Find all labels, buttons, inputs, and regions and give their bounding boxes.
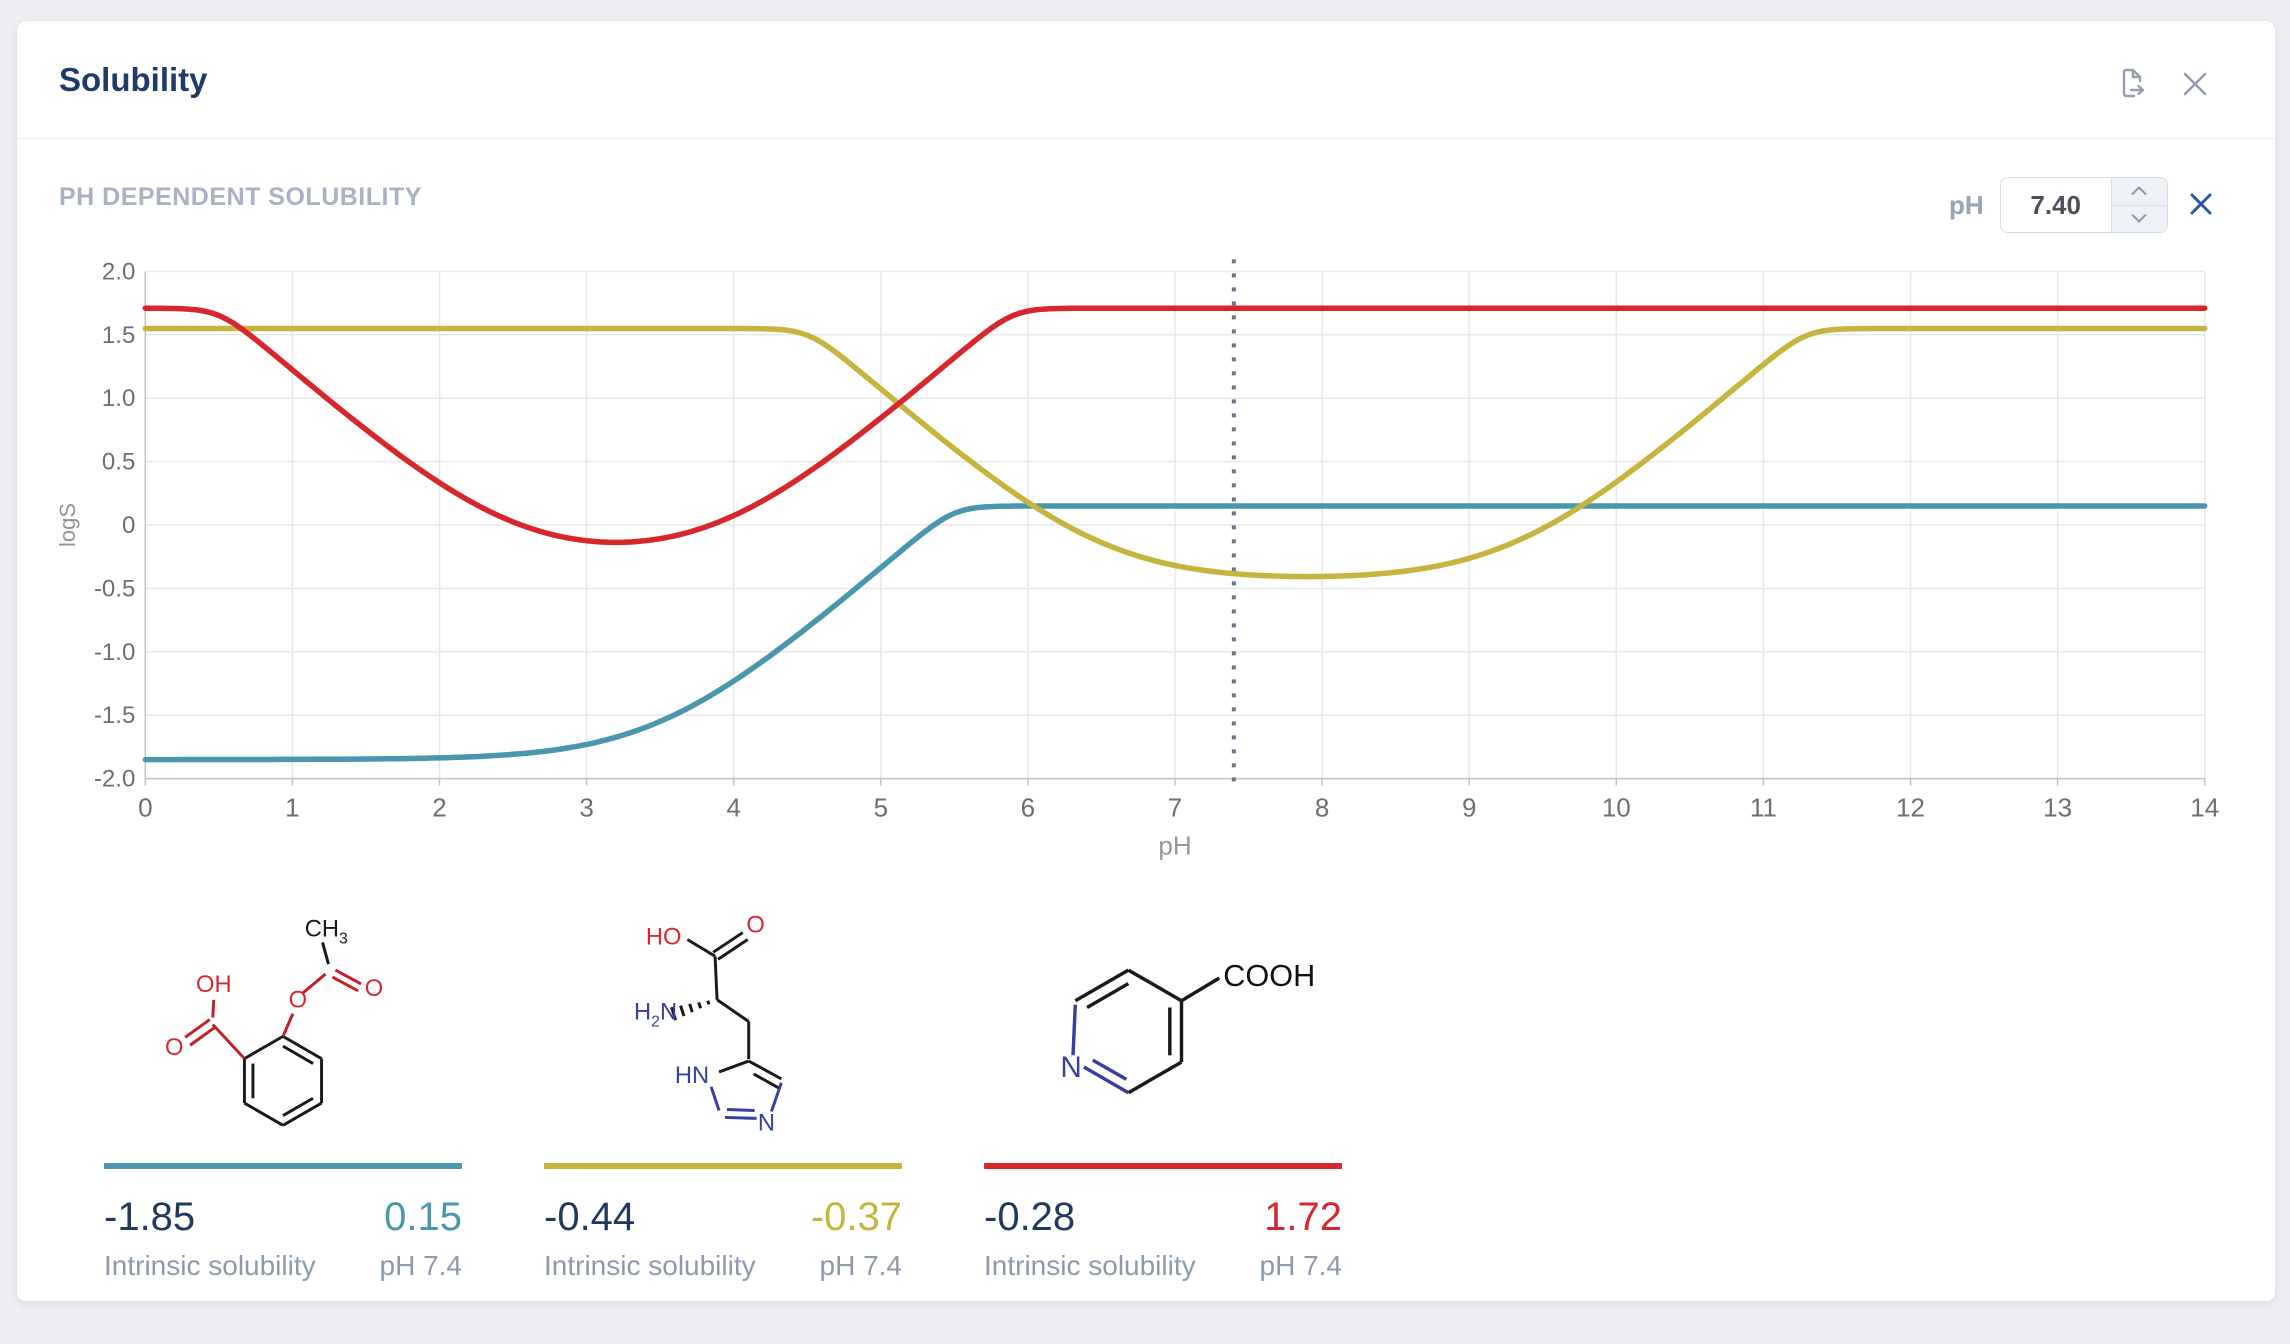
x-tick-label: 9 xyxy=(1462,793,1476,823)
chevron-down-icon xyxy=(2130,211,2148,226)
x-tick-label: 2 xyxy=(432,793,446,823)
page-title: Solubility xyxy=(59,61,208,98)
compound-color-bar xyxy=(544,1163,902,1169)
structure-isonicotinic-acid: N COOH xyxy=(984,893,1342,1155)
compound-card: N COOH -0.28 1.72 Intrinsic solubility p… xyxy=(984,893,1342,1282)
x-tick-label: 7 xyxy=(1168,793,1182,823)
ph-input-group xyxy=(1999,177,2168,233)
y-tick-label: -1.0 xyxy=(94,639,135,666)
ph-clear-button[interactable] xyxy=(2184,188,2218,222)
x-tick-label: 12 xyxy=(1896,793,1925,823)
x-tick-label: 14 xyxy=(2190,793,2219,823)
atom-label-n: N xyxy=(758,1110,775,1136)
ph-solubility-chart: 2.0 1.5 1.0 0.5 0 -0.5 -1.0 -1.5 -2.0 0 1 2 3 4 5 6 7 8 9 1… xyxy=(41,251,2241,881)
chevron-up-icon xyxy=(2130,184,2148,199)
x-tick-label: 13 xyxy=(2043,793,2072,823)
x-tick-label: 11 xyxy=(1750,793,1777,823)
chart-canvas: 2.01.51.00.50-0.5-1.0-1.5-2.00 1 2 3 4 5 6 7 8 9 1… xyxy=(55,258,2219,861)
y-tick-label: 2.0 xyxy=(102,258,135,285)
y-tick-label: -1.5 xyxy=(94,702,135,729)
export-button[interactable] xyxy=(2115,67,2151,103)
header-actions xyxy=(2115,67,2213,103)
y-tick-label: 0 xyxy=(122,512,135,539)
atom-label-o: O xyxy=(165,1035,183,1061)
atom-label-oh: OH xyxy=(196,972,232,998)
x-tick-label: 6 xyxy=(1021,793,1035,823)
panel-header: Solubility xyxy=(17,21,2275,139)
y-tick-label: -2.0 xyxy=(94,766,135,793)
ph74-label: pH 7.4 xyxy=(1259,1250,1343,1281)
compound-card: O OH O O CH3 -1.85 0.15 Intrinsic solubi… xyxy=(104,893,462,1282)
compound-card: HO O H2N HN N -0.44 -0.37 Intrinsic solu… xyxy=(544,893,902,1282)
ph74-solubility-value: -0.37 xyxy=(810,1195,902,1239)
x-axis-title: pH xyxy=(1158,831,1191,861)
ph-control: pH xyxy=(1949,177,2218,233)
intrinsic-solubility-label: Intrinsic solubility xyxy=(544,1250,756,1281)
ph-input-label: pH xyxy=(1949,189,1984,220)
atom-label-o: O xyxy=(746,913,764,939)
compound-color-bar xyxy=(104,1163,462,1169)
atom-label-cooh: COOH xyxy=(1223,959,1313,993)
close-icon xyxy=(2179,68,2211,103)
structure-histidine: HO O H2N HN N xyxy=(544,893,902,1155)
intrinsic-solubility-value: -0.28 xyxy=(984,1195,1076,1239)
intrinsic-solubility-label: Intrinsic solubility xyxy=(104,1250,316,1281)
export-icon xyxy=(2116,67,2150,104)
x-tick-label: 10 xyxy=(1602,793,1631,823)
x-tick-label: 4 xyxy=(726,793,740,823)
ph-input[interactable] xyxy=(2000,178,2111,232)
ph74-label: pH 7.4 xyxy=(819,1250,903,1281)
x-tick-label: 8 xyxy=(1315,793,1329,823)
intrinsic-solubility-value: -0.44 xyxy=(544,1195,636,1239)
y-tick-label: 1.0 xyxy=(102,385,135,412)
clear-x-icon xyxy=(2187,190,2215,221)
x-tick-label: 5 xyxy=(874,793,888,823)
ph-step-down-button[interactable] xyxy=(2111,204,2167,233)
ph74-solubility-value: 1.72 xyxy=(1264,1195,1342,1239)
curve-compound-1-blue xyxy=(142,503,2208,763)
ph74-label: pH 7.4 xyxy=(379,1250,463,1281)
atom-label-ho: HO xyxy=(646,924,682,950)
intrinsic-solubility-value: -1.85 xyxy=(104,1195,196,1239)
x-tick-label: 3 xyxy=(579,793,593,823)
curve-compound-3-red xyxy=(142,305,2208,546)
curve-compound-2-yellow xyxy=(142,325,2208,580)
atom-label-hn: HN xyxy=(675,1063,709,1089)
x-tick-label: 0 xyxy=(138,793,152,823)
structure-acetylsalicylic-acid: O OH O O CH3 xyxy=(104,893,462,1155)
close-panel-button[interactable] xyxy=(2177,67,2213,103)
y-axis-title: logS xyxy=(55,503,80,547)
intrinsic-solubility-label: Intrinsic solubility xyxy=(984,1250,1196,1281)
atom-label-ch3: CH3 xyxy=(305,917,348,948)
ph74-solubility-value: 0.15 xyxy=(384,1195,462,1239)
atom-label-o-acyl: O xyxy=(365,976,383,1002)
y-tick-label: 1.5 xyxy=(102,322,135,349)
ph-stepper xyxy=(2110,178,2167,233)
atom-label-h2n: H2N xyxy=(634,1000,677,1031)
ph-step-up-button[interactable] xyxy=(2112,178,2167,205)
solubility-panel: Solubility xyxy=(16,20,2276,1302)
section-title: PH DEPENDENT SOLUBILITY xyxy=(59,183,422,211)
x-tick-label: 1 xyxy=(285,793,299,823)
atom-label-o-ester: O xyxy=(289,988,307,1014)
y-tick-label: -0.5 xyxy=(94,575,135,602)
atom-label-n: N xyxy=(1060,1051,1081,1084)
y-tick-label: 0.5 xyxy=(102,449,135,476)
compound-color-bar xyxy=(984,1163,1342,1169)
